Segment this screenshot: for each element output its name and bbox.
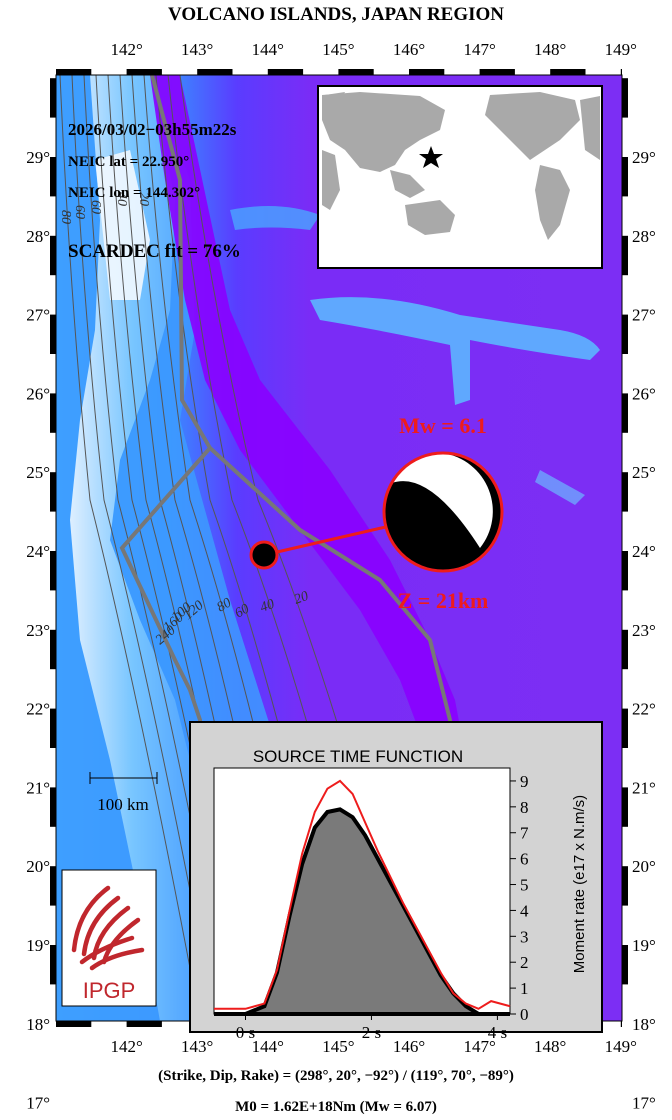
focal-mechanism-beachball [382, 451, 504, 573]
y-tick-label: 22° [632, 700, 656, 719]
y-tick-label: 25° [26, 463, 50, 482]
y-tick-label: 17° [632, 1094, 656, 1113]
x-tick-label: 142° [110, 1037, 142, 1056]
y-tick-label: 29° [632, 148, 656, 167]
x-tick-label: 147° [463, 40, 495, 59]
contour-label: 40 [114, 192, 129, 206]
y-tick-label: 18° [26, 1015, 50, 1034]
stf-y-ticks: 0 1 2 3 4 5 6 7 8 9 [510, 772, 529, 1024]
y-tick-label: 28° [26, 227, 50, 246]
contour-label: 60 [233, 601, 253, 621]
y-tick-label: 26° [632, 384, 656, 403]
stf-x-tick-label: 0 s [236, 1023, 255, 1042]
contour-label: 60 [72, 205, 87, 219]
stf-ylabel: Moment rate (e17 x N.m/s) [571, 795, 588, 973]
y-tick-labels-left: 29° 28° 27° 26° 25° 24° 23° 22° 21° 20° 19° 18° 17° [26, 148, 50, 1113]
y-tick-label: 27° [26, 306, 50, 325]
event-datetime: 2026/03/02−03h55m22s [68, 120, 237, 139]
epicenter-star-icon [419, 146, 443, 168]
y-tick-label: 21° [26, 778, 50, 797]
scale-bar: 100 km [89, 772, 158, 814]
y-tick-label: 24° [632, 542, 656, 561]
mechanism-parameters: (Strike, Dip, Rake) = (298°, 20°, −92°) … [158, 1068, 514, 1084]
y-tick-label: 20° [632, 857, 656, 876]
x-tick-label: 148° [534, 40, 566, 59]
contour-label: 80 [215, 595, 235, 615]
stf-y-tick-label: 0 [520, 1005, 529, 1024]
stf-plot [214, 779, 511, 1016]
stf-inset: SOURCE TIME FUNCTION 0 s 2 s 4 s 0 1 2 3 4 5 6 7 8… [189, 721, 603, 1042]
x-tick-label: 149° [605, 40, 637, 59]
x-tick-label: 147° [463, 1037, 495, 1056]
y-tick-label: 27° [632, 306, 656, 325]
y-tick-label: 21° [632, 778, 656, 797]
stf-y-tick-label: 1 [520, 979, 529, 998]
y-tick-label: 29° [26, 148, 50, 167]
x-tick-labels-bottom: 142° 143° 144° 145° 146° 147° 148° 149° [110, 1037, 637, 1056]
stf-x-tick-label: 4 s [488, 1023, 507, 1042]
logo-text: IPGP [83, 978, 136, 1003]
stf-series-line [214, 779, 511, 1010]
y-tick-label: 18° [632, 1015, 656, 1034]
stf-y-tick-label: 8 [520, 798, 529, 817]
contour-label: 20 [136, 192, 151, 206]
stf-y-tick-label: 2 [520, 953, 529, 972]
y-tick-label: 19° [632, 936, 656, 955]
inset-world-map [317, 85, 603, 269]
stf-x-tick-label: 2 s [362, 1023, 381, 1042]
epicenter-marker [249, 540, 279, 570]
x-tick-label: 146° [393, 40, 425, 59]
stf-y-tick-label: 6 [520, 850, 529, 869]
contour-label: 60 [88, 200, 103, 214]
magnitude-label: Mw = 6.1 [399, 413, 487, 438]
y-tick-label: 25° [632, 463, 656, 482]
stf-x-ticks: 0 s 2 s 4 s [236, 1014, 507, 1042]
y-tick-label: 23° [26, 621, 50, 640]
x-tick-label: 146° [393, 1037, 425, 1056]
seismic-moment: M0 = 1.62E+18Nm (Mw = 6.07) [235, 1099, 437, 1115]
stf-y-tick-label: 9 [520, 772, 529, 791]
y-tick-label: 24° [26, 542, 50, 561]
y-tick-label: 22° [26, 700, 50, 719]
x-tick-label: 143° [181, 1037, 213, 1056]
x-tick-label: 145° [322, 1037, 354, 1056]
contour-label: 40 [258, 597, 276, 616]
x-tick-label: 144° [252, 1037, 284, 1056]
y-tick-label: 19° [26, 936, 50, 955]
stf-y-tick-label: 4 [520, 901, 529, 920]
stf-title: SOURCE TIME FUNCTION [253, 747, 463, 766]
epicenter-connector [263, 524, 391, 557]
x-tick-labels-top: 142° 143° 144° 145° 146° 147° 148° 149° [110, 40, 637, 59]
x-tick-label: 148° [534, 1037, 566, 1056]
stf-y-tick-label: 5 [520, 876, 529, 895]
event-lat: NEIC lat = 22.950° [68, 154, 189, 170]
y-tick-labels-right: 29° 28° 27° 26° 25° 24° 23° 22° 21° 20° 19° 18° 17° [632, 148, 656, 1113]
y-tick-label: 28° [632, 227, 656, 246]
y-tick-label: 26° [26, 384, 50, 403]
event-lon: NEIC lon = 144.302° [68, 185, 200, 201]
ipgp-logo: IPGP [61, 869, 157, 1007]
contour-label: 20 [292, 589, 310, 608]
map-title: VOLCANO ISLANDS, JAPAN REGION [168, 4, 504, 25]
stf-y-tick-label: 7 [520, 824, 529, 843]
y-tick-label: 23° [632, 621, 656, 640]
x-tick-label: 142° [110, 40, 142, 59]
x-tick-label: 149° [605, 1037, 637, 1056]
scardec-fit: SCARDEC fit = 76% [68, 241, 241, 262]
x-tick-label: 145° [322, 40, 354, 59]
depth-label: Z = 21km [398, 588, 489, 613]
contour-label: 80 [58, 210, 73, 224]
scale-bar-label: 100 km [97, 795, 148, 814]
y-tick-label: 17° [26, 1094, 50, 1113]
x-tick-label: 144° [252, 40, 284, 59]
x-tick-label: 143° [181, 40, 213, 59]
y-tick-label: 20° [26, 857, 50, 876]
stf-y-tick-label: 3 [520, 927, 529, 946]
